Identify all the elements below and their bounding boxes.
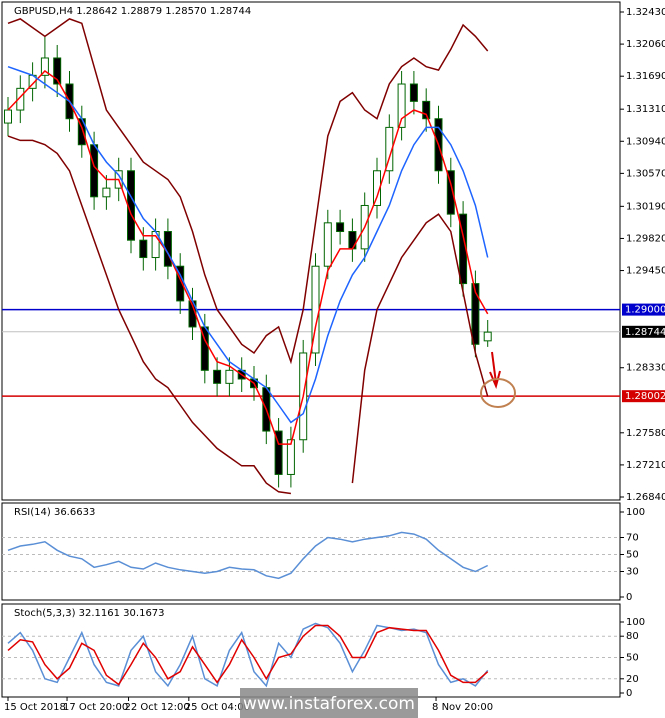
x-tick-label: 22 Oct 12:00	[125, 702, 190, 713]
candle-body	[446, 170, 455, 215]
y-tick-label: 1.27210	[626, 460, 665, 471]
arrow	[491, 351, 497, 384]
watermark-box	[240, 688, 418, 718]
watermark: www.instaforex.com	[243, 694, 415, 714]
y-tick-label: 1.29450	[626, 266, 665, 277]
y-tick-label: 100	[626, 617, 645, 628]
indicator-line	[7, 18, 489, 365]
circle	[480, 378, 516, 408]
candle-body	[16, 87, 25, 111]
y-tick-label: 1.30190	[626, 201, 665, 212]
annotation	[480, 351, 516, 408]
y-tick-label: 30	[626, 567, 639, 578]
y-tick-label: 1.27580	[626, 428, 665, 439]
last-price-box	[622, 325, 665, 338]
y-tick-label: 80	[626, 631, 639, 642]
candle-body	[422, 100, 431, 120]
panel-frame	[1, 502, 621, 601]
candle-body	[286, 439, 295, 475]
last-price-label: 1.28744	[625, 327, 665, 338]
y-tick-label: 50	[626, 550, 639, 561]
candle-body	[139, 239, 148, 259]
candle-body	[397, 83, 406, 128]
level-label: 1.28002	[625, 391, 665, 402]
panel-title: GBPUSD,H4 1.28642 1.28879 1.28570 1.2874…	[14, 6, 251, 17]
indicator-line	[7, 135, 489, 495]
y-tick-label: 1.32060	[626, 39, 665, 50]
indicator-line	[7, 65, 489, 424]
candle-body	[225, 369, 234, 384]
y-tick-label: 1.30570	[626, 168, 665, 179]
candle-body	[336, 222, 345, 233]
indicator-line	[7, 624, 489, 686]
y-tick-label: 100	[626, 507, 645, 518]
y-tick-label: 0	[626, 592, 632, 603]
candle-body	[471, 283, 480, 345]
y-tick-label: 1.26840	[626, 492, 665, 503]
y-tick-label: 1.29820	[626, 233, 665, 244]
y-tick-label: 20	[626, 674, 639, 685]
panel-title: Stoch(5,3,3) 32.1161 30.1673	[14, 608, 165, 619]
candle-body	[348, 231, 357, 250]
candle-body	[90, 144, 99, 198]
level-label-box	[622, 303, 665, 316]
level-label-box	[622, 390, 665, 403]
panel-frame	[1, 1, 621, 501]
y-tick-label: 1.31310	[626, 104, 665, 115]
arrowhead	[489, 370, 501, 390]
y-tick-label: 70	[626, 533, 639, 544]
indicator-line	[7, 70, 489, 445]
x-tick-label: 15 Oct 2018	[4, 702, 66, 713]
x-tick-label: 17 Oct 20:00	[63, 702, 128, 713]
y-tick-label: 1.28330	[626, 363, 665, 374]
x-tick-label: 25 Oct 04:00	[185, 702, 250, 713]
y-tick-label: 1.32430	[626, 7, 665, 18]
candle-body	[40, 57, 49, 76]
candle-body	[4, 109, 12, 124]
panel-title: RSI(14) 36.6633	[14, 507, 95, 518]
y-tick-label: 50	[626, 653, 639, 664]
y-tick-label: 0	[626, 688, 632, 699]
candle-body	[102, 187, 111, 198]
candle-body	[409, 83, 418, 102]
candle-body	[213, 369, 222, 384]
level-label: 1.29000	[625, 305, 665, 316]
x-tick-label: 8 Nov 20:00	[432, 702, 493, 713]
candle-body	[53, 57, 62, 85]
candle-body	[323, 222, 332, 267]
indicator-line	[7, 531, 489, 580]
y-tick-label: 1.30940	[626, 136, 665, 147]
candle-body	[483, 331, 492, 342]
candle-body	[274, 430, 283, 475]
y-tick-label: 1.31690	[626, 71, 665, 82]
